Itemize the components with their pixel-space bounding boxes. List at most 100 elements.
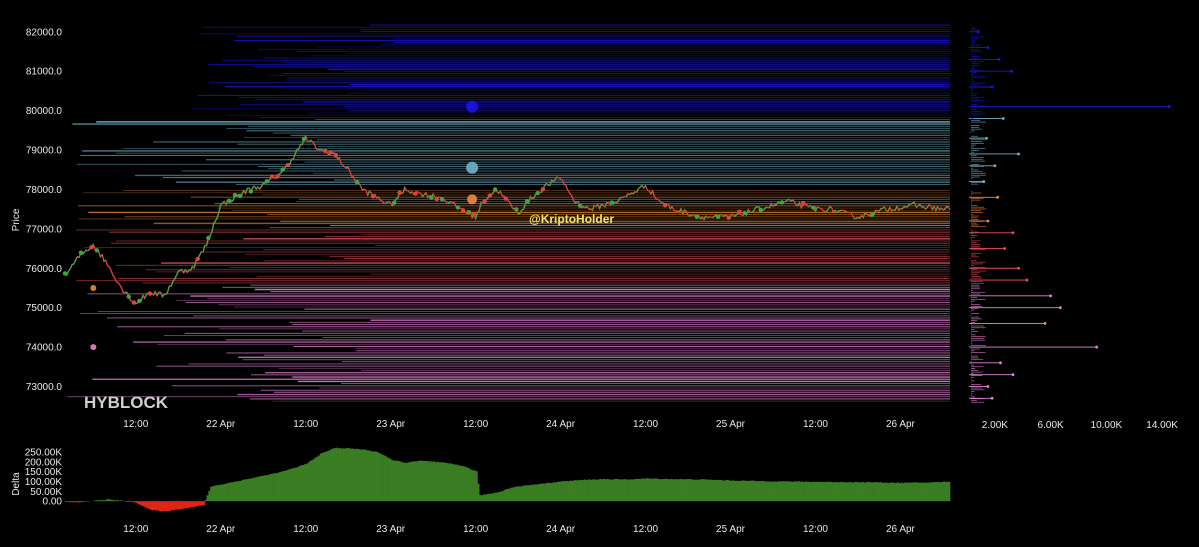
- delta-bar: [283, 471, 285, 501]
- delta-bar: [792, 482, 794, 501]
- price-up-segment: [279, 173, 281, 174]
- delta-bar: [479, 495, 481, 501]
- delta-bar: [534, 484, 536, 501]
- histogram-bar-tip: [1017, 153, 1020, 156]
- delta-bar: [828, 482, 830, 501]
- price-dot: [488, 193, 492, 197]
- delta-bar: [235, 481, 237, 501]
- delta-bar: [260, 476, 262, 501]
- delta-bar: [600, 479, 602, 501]
- delta-bar: [104, 500, 106, 501]
- delta-bar: [145, 501, 147, 507]
- delta-bar: [129, 501, 131, 502]
- delta-bar: [249, 479, 251, 502]
- price-dot: [466, 210, 470, 214]
- delta-bar: [669, 479, 671, 501]
- price-dot: [286, 163, 290, 167]
- delta-bar: [265, 475, 267, 501]
- delta-bar: [670, 479, 672, 501]
- delta-bar: [693, 480, 695, 501]
- liquidation-marker: [467, 194, 477, 204]
- delta-bar: [755, 481, 757, 501]
- delta-bar: [575, 480, 577, 501]
- delta-bar: [366, 450, 368, 501]
- delta-bar: [640, 479, 642, 501]
- price-up-segment: [708, 217, 710, 218]
- price-dot: [780, 200, 784, 204]
- time-tick-label: 12:00: [123, 524, 148, 535]
- delta-bar: [207, 495, 209, 501]
- price-up-segment: [734, 216, 736, 217]
- delta-bar: [458, 465, 460, 501]
- delta-bar: [812, 482, 814, 501]
- delta-bar: [732, 481, 734, 502]
- delta-bar: [146, 501, 148, 508]
- delta-bar: [329, 450, 331, 501]
- delta-bar: [718, 480, 720, 501]
- delta-bar: [339, 448, 341, 501]
- price-dot: [233, 193, 237, 197]
- price-up-segment: [377, 197, 379, 198]
- delta-bar: [708, 480, 710, 501]
- delta-bar: [706, 480, 708, 502]
- delta-bar: [644, 479, 646, 501]
- delta-bar: [869, 482, 871, 501]
- delta-bar: [835, 482, 837, 501]
- delta-bar: [368, 450, 370, 501]
- price-tick-label: 80000.0: [26, 106, 63, 117]
- delta-bar: [318, 455, 320, 501]
- delta-bar: [377, 452, 379, 501]
- delta-bar: [745, 481, 747, 501]
- delta-bar: [690, 479, 692, 501]
- delta-bar: [449, 463, 451, 501]
- price-dot: [429, 195, 433, 199]
- delta-bar: [109, 499, 111, 501]
- delta-bar: [538, 484, 540, 501]
- price-dot: [397, 190, 401, 194]
- delta-bar: [83, 501, 85, 502]
- delta-bar: [856, 482, 858, 501]
- delta-bar: [932, 482, 934, 501]
- delta-bar: [440, 462, 442, 501]
- delta-bar: [67, 501, 69, 502]
- price-up-segment: [943, 209, 945, 210]
- delta-bar: [76, 501, 78, 502]
- delta-bar: [297, 467, 299, 501]
- delta-bar: [902, 483, 904, 501]
- delta-bar: [815, 482, 817, 501]
- delta-bar: [162, 501, 164, 511]
- delta-bar: [509, 488, 511, 501]
- delta-bar: [433, 462, 435, 502]
- price-dot: [493, 187, 497, 191]
- delta-bar: [111, 500, 113, 501]
- price-up-segment: [690, 215, 692, 216]
- delta-bar: [352, 449, 354, 502]
- delta-bar: [761, 481, 763, 501]
- delta-bar: [451, 464, 453, 501]
- delta-bar: [704, 479, 706, 501]
- histogram-tick-label: 14.00K: [1146, 420, 1178, 431]
- delta-bar: [699, 480, 701, 501]
- delta-bar: [212, 486, 214, 501]
- price-tick-label: 81000.0: [26, 67, 63, 78]
- delta-bar: [224, 484, 226, 501]
- delta-bar: [304, 464, 306, 501]
- price-dot: [334, 153, 338, 157]
- delta-bar: [446, 463, 448, 501]
- delta-bar: [384, 455, 386, 501]
- delta-bar: [504, 490, 506, 501]
- delta-bar: [405, 463, 407, 501]
- price-tick-label: 74000.0: [26, 343, 63, 354]
- delta-bar: [787, 481, 789, 501]
- delta-bar: [667, 479, 669, 501]
- delta-bar: [860, 482, 862, 501]
- delta-bar: [323, 452, 325, 501]
- delta-bar: [870, 482, 872, 501]
- delta-bar: [865, 482, 867, 501]
- delta-bar: [679, 479, 681, 501]
- delta-bar: [757, 481, 759, 501]
- delta-bar: [628, 480, 630, 502]
- time-tick-label: 22 Apr: [206, 524, 236, 535]
- price-dot: [79, 250, 83, 254]
